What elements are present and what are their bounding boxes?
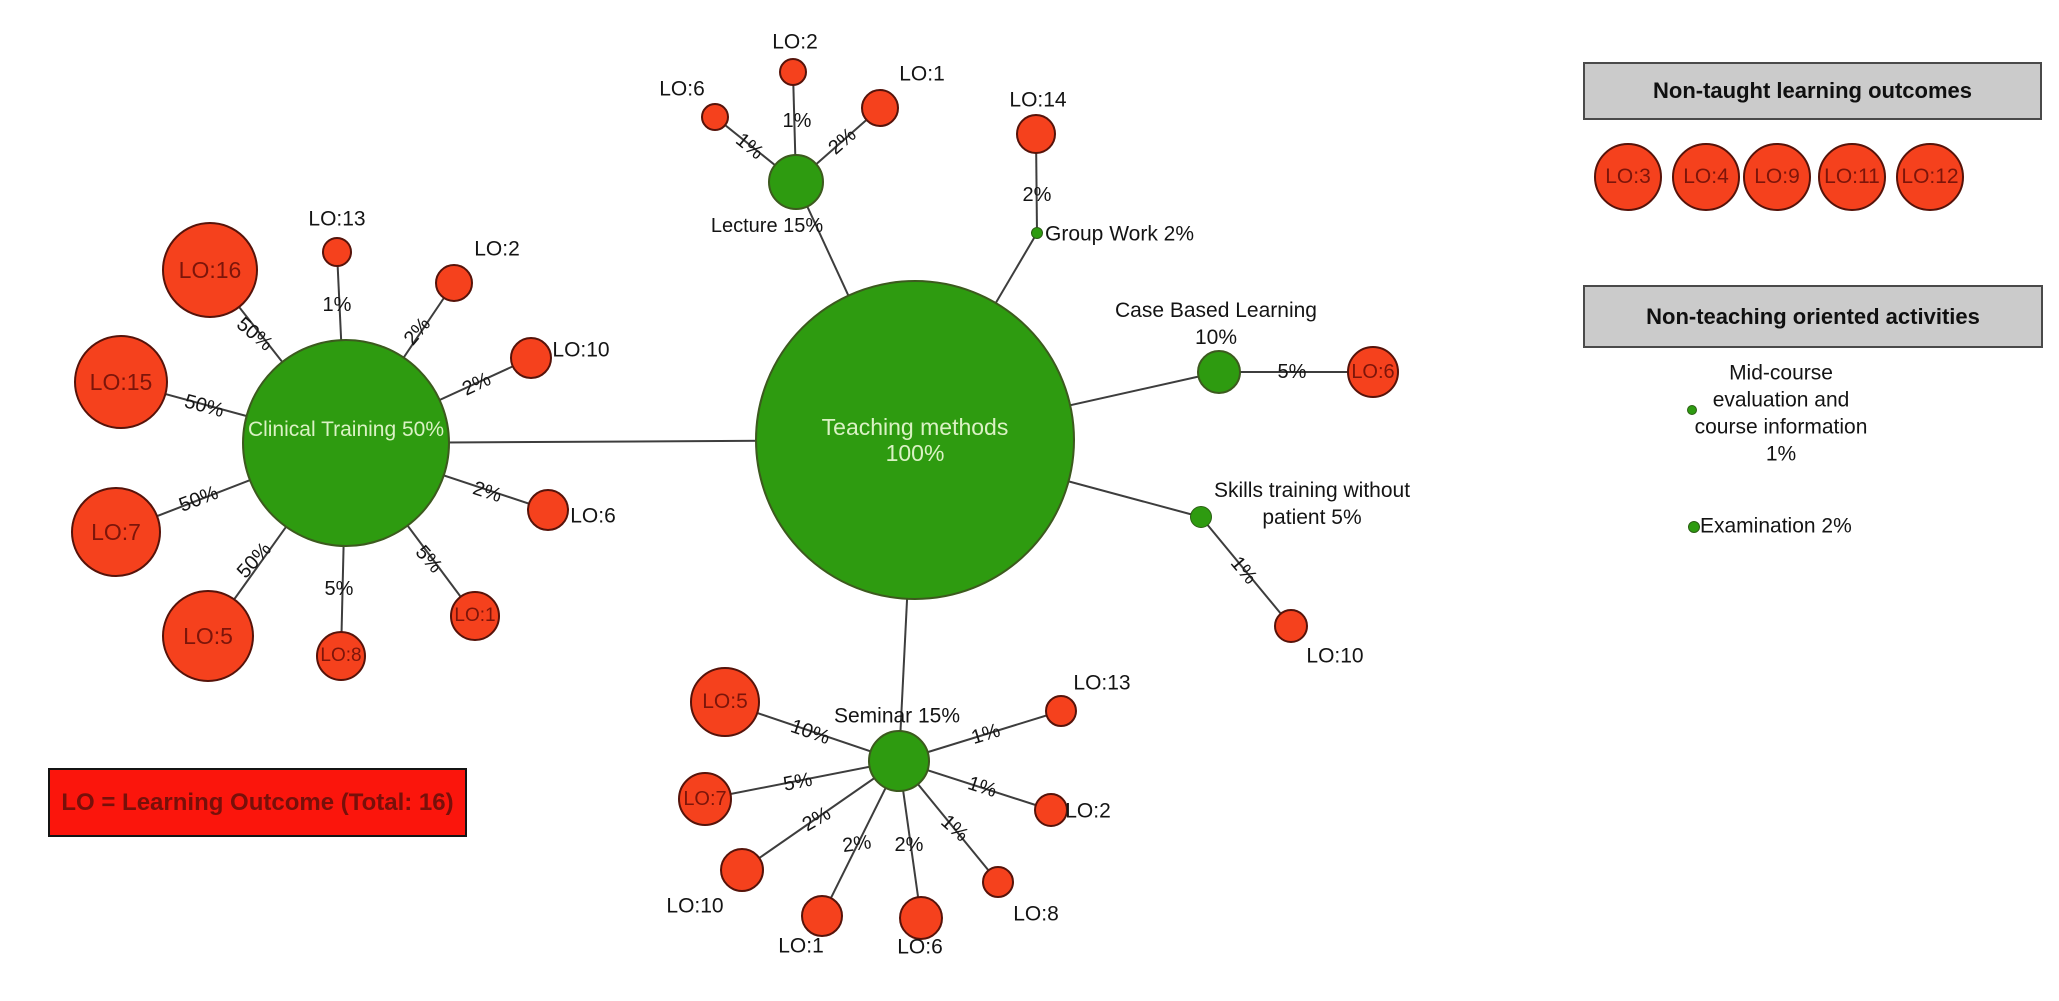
pct-lecture-lo2: 1% (782, 110, 812, 133)
legend-text: LO = Learning Outcome (Total: 16) (61, 788, 454, 816)
node-lo6-case-based-label: LO:6 (1351, 360, 1395, 383)
label-lo10-seminar: LO:10 (666, 894, 724, 918)
non-taught-outcome-lo11-label: LO:11 (1824, 164, 1880, 188)
activity-examination-label: Examination 2% (1700, 514, 1852, 538)
edge-seminar-lo7 (704, 760, 900, 800)
label-lo1-seminar: LO:1 (778, 934, 824, 958)
label-lo1-lecture: LO:1 (899, 62, 945, 86)
label-lo14: LO:14 (1009, 88, 1067, 112)
label-lo2-clinical: LO:2 (474, 237, 520, 261)
pct-group-work-lo14: 2% (1022, 184, 1052, 207)
pct-cbl-lo6: 5% (1277, 361, 1307, 384)
node-lo2-seminar (1034, 793, 1068, 827)
non-taught-outcome-lo12: LO:12 (1896, 143, 1964, 211)
node-group-work (1031, 227, 1043, 239)
label-lo8-seminar: LO:8 (1013, 902, 1059, 926)
node-lo8-clinical-label: LO:8 (320, 645, 362, 667)
node-seminar (868, 730, 930, 792)
node-lo5-seminar-label: LO:5 (702, 689, 748, 713)
non-taught-outcome-lo11: LO:11 (1818, 143, 1886, 211)
node-lo1-seminar (801, 895, 843, 937)
non-taught-outcome-lo3: LO:3 (1594, 143, 1662, 211)
activity-mid-course-evaluation-dot (1687, 405, 1697, 415)
non-taught-outcome-lo3-label: LO:3 (1605, 164, 1651, 188)
node-lo5-clinical: LO:5 (162, 590, 254, 682)
node-lo1-clinical: LO:1 (450, 591, 500, 641)
node-lecture (768, 154, 824, 210)
label-group-work: Group Work 2% (1045, 222, 1194, 246)
edge-seminar-lo10 (741, 760, 900, 871)
non-taught-outcome-lo4: LO:4 (1672, 143, 1740, 211)
node-teaching-methods-label: Teaching methods 100% (821, 413, 1009, 466)
label-lo6-clinical: LO:6 (570, 504, 616, 528)
pct-seminar-lo6: 2% (894, 834, 924, 857)
node-lo5-clinical-label: LO:5 (183, 622, 233, 649)
node-lo6-lecture (701, 103, 729, 131)
non-taught-panel-header: Non-taught learning outcomes (1583, 62, 2042, 120)
node-lo16-clinical: LO:16 (162, 222, 258, 318)
edge-skills-training-lo10 (1200, 516, 1292, 627)
label-lecture: Lecture 15% (710, 215, 824, 238)
node-lo1-clinical-label: LO:1 (454, 605, 496, 627)
label-lo6-lecture: LO:6 (659, 77, 705, 101)
node-lo16-clinical-label: LO:16 (178, 256, 242, 283)
label-lo10-clinical: LO:10 (552, 338, 610, 362)
pct-seminar-lo7: 5% (781, 768, 815, 796)
node-lo7-seminar-label: LO:7 (683, 787, 727, 810)
node-lo15-clinical-label: LO:15 (89, 368, 153, 395)
label-seminar: Seminar 15% (833, 704, 961, 728)
label-lo10-skills: LO:10 (1306, 644, 1364, 668)
node-lo7-clinical: LO:7 (71, 487, 161, 577)
label-lo6-seminar: LO:6 (897, 935, 943, 959)
non-taught-outcome-lo12-label: LO:12 (1901, 164, 1959, 188)
label-lo2-lecture: LO:2 (772, 30, 818, 54)
node-lo7-clinical-label: LO:7 (91, 518, 141, 545)
node-lo7-seminar: LO:7 (678, 772, 732, 826)
activity-mid-course-evaluation-label: Mid-course evaluation and course informa… (1694, 361, 1868, 465)
non-taught-outcome-lo9-label: LO:9 (1754, 164, 1800, 188)
node-lo8-clinical: LO:8 (316, 631, 366, 681)
non-taught-outcome-lo9: LO:9 (1743, 143, 1811, 211)
pct-seminar-lo1: 2% (841, 831, 873, 858)
label-lo2-seminar: LO:2 (1065, 799, 1111, 823)
node-lo10-seminar (720, 848, 764, 892)
node-lo13-clinical (322, 237, 352, 267)
label-skills-training: Skills training without patient 5% (1213, 479, 1411, 529)
node-skills-training (1190, 506, 1212, 528)
pct-clinical-lo8: 5% (324, 578, 354, 601)
non-teaching-panel-title: Non-teaching oriented activities (1646, 303, 1980, 329)
legend-box: LO = Learning Outcome (Total: 16) (48, 768, 467, 837)
activity-examination-dot (1688, 521, 1700, 533)
node-lo6-clinical (527, 489, 569, 531)
non-taught-panel-title: Non-taught learning outcomes (1653, 78, 1972, 103)
node-lo14-group-work (1016, 114, 1056, 154)
label-case-based-learning: Case Based Learning 10% (1115, 299, 1317, 349)
node-lo2-lecture (779, 58, 807, 86)
node-lo15-clinical: LO:15 (74, 335, 168, 429)
pct-clinical-lo13: 1% (322, 294, 352, 317)
node-lo8-seminar (982, 866, 1014, 898)
node-lo13-seminar (1045, 695, 1077, 727)
node-lo6-case-based: LO:6 (1347, 346, 1399, 398)
node-lo5-seminar: LO:5 (690, 667, 760, 737)
node-lo2-clinical (435, 264, 473, 302)
node-lo6-seminar (899, 896, 943, 940)
node-clinical-training: Clinical Training 50% (242, 339, 450, 547)
non-teaching-panel-header: Non-teaching oriented activities (1583, 285, 2043, 348)
node-lo10-skills (1274, 609, 1308, 643)
node-teaching-methods: Teaching methods 100% (755, 280, 1075, 600)
node-lo1-lecture (861, 89, 899, 127)
node-case-based-learning (1197, 350, 1241, 394)
node-lo10-clinical (510, 337, 552, 379)
non-taught-outcome-lo4-label: LO:4 (1683, 164, 1729, 188)
label-lo13-seminar: LO:13 (1073, 671, 1131, 695)
label-lo13-clinical: LO:13 (308, 207, 366, 231)
node-clinical-training-label: Clinical Training 50% (247, 417, 445, 441)
